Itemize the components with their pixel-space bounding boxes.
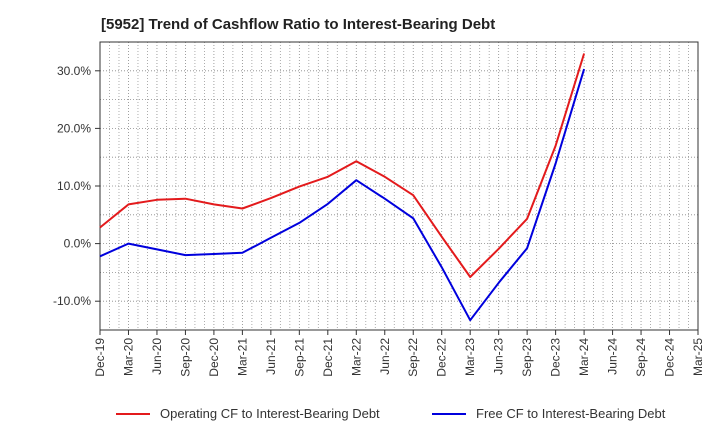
x-tick-label: Jun-21 [264,338,278,375]
x-tick-label: Sep-24 [634,338,648,377]
x-tick-label: Dec-24 [663,338,677,377]
legend-swatch-operating-cf [116,412,150,415]
x-tick-label: Sep-22 [406,338,420,377]
axis-layer [95,41,699,335]
x-tick-label: Mar-25 [691,338,705,376]
legend-swatch-free-cf [432,412,466,415]
x-tick-label: Jun-24 [606,338,620,375]
legend-item-free-cf: Free CF to Interest-Bearing Debt [432,406,665,421]
y-tick-label: 30.0% [57,64,91,78]
x-tick-label: Jun-23 [492,338,506,375]
x-tick-label: Sep-21 [292,338,306,377]
x-tick-label: Sep-23 [520,338,534,377]
x-tick-label: Sep-20 [178,338,192,377]
x-tick-label: Mar-20 [121,338,135,376]
legend-label-operating-cf: Operating CF to Interest-Bearing Debt [160,406,380,421]
series-line-1 [99,68,586,322]
legend-label-free-cf: Free CF to Interest-Bearing Debt [476,406,666,421]
x-tick-label: Dec-20 [207,338,221,377]
x-tick-label: Dec-22 [435,338,449,377]
x-tick-label: Dec-19 [93,338,107,377]
x-tick-label: Dec-23 [549,338,563,377]
x-tick-label: Jun-22 [378,338,392,375]
label-layer: -10.0% 0.0% 10.0% 20.0% 30.0% Dec-19 Mar-20 Jun… [53,64,705,377]
grid-layer [100,42,698,330]
y-tick-label: 10.0% [57,179,91,193]
y-tick-label: 0.0% [64,237,92,251]
x-tick-label: Dec-21 [321,338,335,377]
x-tick-label: Mar-24 [577,338,591,376]
legend-item-operating-cf: Operating CF to Interest-Bearing Debt [116,406,380,421]
x-tick-label: Mar-22 [349,338,363,376]
series-layer [99,53,586,322]
chart-title: [5952] Trend of Cashflow Ratio to Intere… [101,16,496,33]
y-tick-label: 20.0% [57,121,91,135]
x-tick-label: Mar-23 [463,338,477,376]
x-tick-label: Mar-21 [235,338,249,376]
y-tick-label: -10.0% [53,294,91,308]
x-tick-label: Jun-20 [150,338,164,375]
series-line-0 [99,53,586,278]
